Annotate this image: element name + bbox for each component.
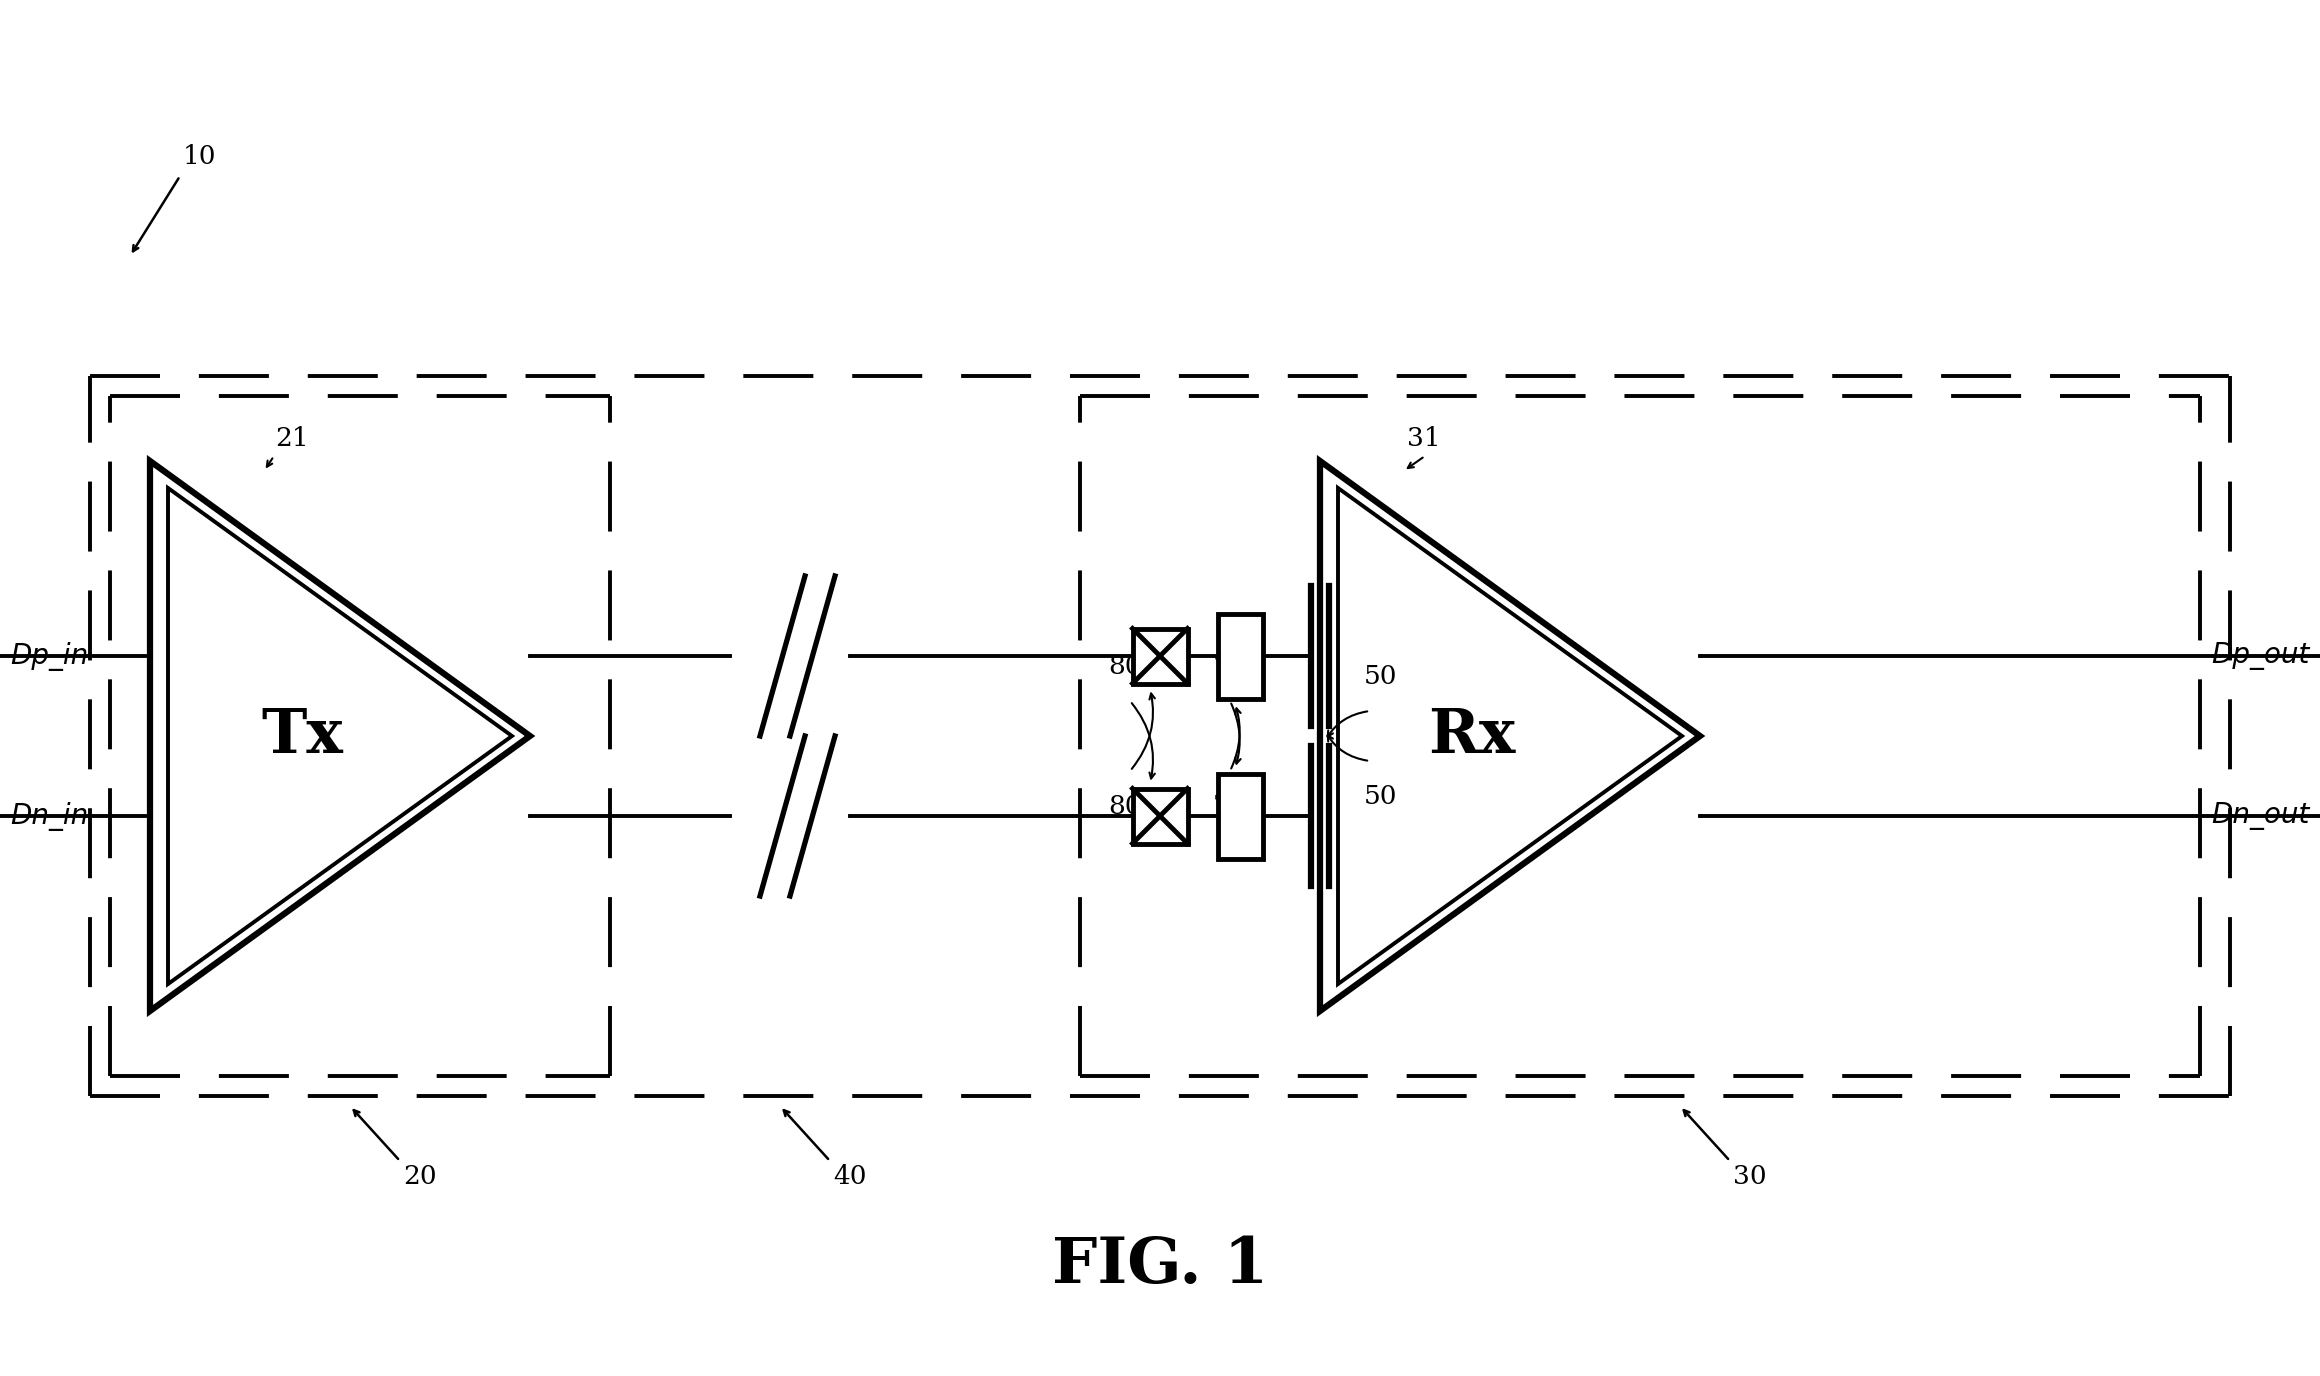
Text: 70: 70: [1213, 794, 1246, 819]
Text: 40: 40: [833, 1164, 868, 1189]
Text: 80: 80: [1109, 794, 1141, 819]
Text: 21: 21: [276, 427, 309, 451]
Text: Dp_in: Dp_in: [9, 641, 88, 670]
Text: Dp_out: Dp_out: [2211, 643, 2311, 670]
Bar: [1132, 788, 1188, 843]
Text: 31: 31: [1406, 427, 1441, 451]
Text: 30: 30: [1733, 1164, 1768, 1189]
Polygon shape: [1320, 461, 1701, 1011]
Text: Rx: Rx: [1429, 706, 1515, 766]
Bar: [1218, 773, 1262, 859]
Text: 80: 80: [1109, 654, 1141, 678]
Text: FIG. 1: FIG. 1: [1051, 1236, 1269, 1296]
Text: 70: 70: [1213, 654, 1246, 678]
Text: 20: 20: [404, 1164, 436, 1189]
Bar: [1132, 629, 1188, 684]
Text: 50: 50: [1364, 663, 1397, 688]
Text: Tx: Tx: [262, 706, 343, 766]
Text: Dn_in: Dn_in: [9, 801, 88, 831]
Text: 50: 50: [1364, 783, 1397, 809]
Text: 10: 10: [183, 143, 216, 168]
Bar: [1218, 614, 1262, 699]
Polygon shape: [151, 461, 529, 1011]
Text: Dn_out: Dn_out: [2211, 802, 2311, 830]
